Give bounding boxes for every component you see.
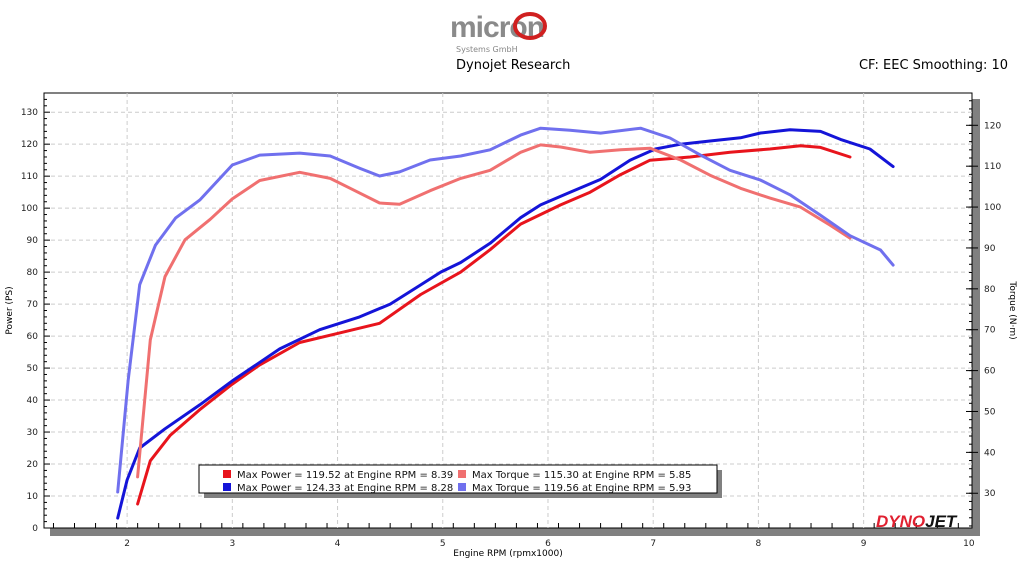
- legend-entry: Max Power = 119.52 at Engine RPM = 8.39: [237, 470, 453, 481]
- y2-tick-label: 60: [984, 367, 996, 377]
- x-tick-label: 2: [124, 539, 130, 549]
- y2-tick-label: 80: [984, 285, 996, 295]
- y-tick-label: 40: [27, 396, 39, 406]
- y2-tick-label: 120: [984, 121, 1001, 131]
- y-tick-label: 120: [21, 140, 38, 150]
- y-tick-label: 50: [27, 364, 39, 374]
- legend-entry: Max Power = 124.33 at Engine RPM = 8.28: [237, 483, 453, 494]
- legend-entry: Max Torque = 115.30 at Engine RPM = 5.85: [472, 470, 691, 481]
- y2-tick-label: 110: [984, 162, 1001, 172]
- x-tick-label: 6: [545, 539, 551, 549]
- legend-swatch: [223, 483, 231, 491]
- correction-factor-label: CF: EEC Smoothing: 10: [858, 58, 1008, 73]
- y-tick-label: 0: [32, 524, 38, 534]
- dynojet-logo-text: DYNOJET: [876, 512, 958, 531]
- legend-swatch: [223, 470, 231, 478]
- logo-subtitle: Systems GmbH: [456, 45, 518, 54]
- x-tick-label: 5: [440, 539, 446, 549]
- y-tick-label: 10: [27, 492, 39, 502]
- y2-axis-label: Torque (N·m): [1007, 280, 1017, 339]
- chart-title: Dynojet Research: [456, 58, 571, 73]
- series-line-2: [116, 128, 895, 520]
- y-tick-label: 70: [27, 300, 39, 310]
- y-tick-label: 80: [27, 268, 39, 278]
- y-axis-label: Power (PS): [5, 286, 15, 334]
- x-tick-label: 8: [756, 539, 762, 549]
- legend-swatch: [458, 470, 466, 478]
- y-tick-label: 30: [27, 428, 39, 438]
- x-tick-label: 9: [861, 539, 867, 549]
- legend-entry: Max Torque = 119.56 at Engine RPM = 5.93: [472, 483, 691, 494]
- plot-area: [43, 92, 973, 529]
- dynojet-logo: DYNOJET: [876, 512, 958, 531]
- series-line-1: [136, 144, 852, 506]
- x-tick-label: 7: [650, 539, 656, 549]
- x-tick-label: 4: [335, 539, 341, 549]
- y2-tick-label: 100: [984, 203, 1001, 213]
- y-tick-label: 60: [27, 332, 39, 342]
- y-tick-label: 110: [21, 172, 38, 182]
- y-tick-label: 20: [27, 460, 39, 470]
- y2-tick-label: 70: [984, 326, 996, 336]
- y2-tick-label: 30: [984, 489, 996, 499]
- y-tick-label: 90: [27, 236, 39, 246]
- y2-tick-label: 40: [984, 448, 996, 458]
- y-tick-label: 130: [21, 108, 38, 118]
- x-tick-label: 3: [229, 539, 235, 549]
- micron-logo: micron Systems GmbH: [450, 11, 547, 54]
- x-tick-label: 10: [963, 539, 975, 549]
- logo-ring: [513, 12, 547, 40]
- y-tick-label: 100: [21, 204, 38, 214]
- y2-tick-label: 90: [984, 244, 996, 254]
- series-line-3: [136, 143, 852, 479]
- x-axis-label: Engine RPM (rpmx1000): [453, 549, 562, 559]
- y2-tick-label: 50: [984, 407, 996, 417]
- legend-swatch: [458, 483, 466, 491]
- series-line-4: [116, 126, 895, 494]
